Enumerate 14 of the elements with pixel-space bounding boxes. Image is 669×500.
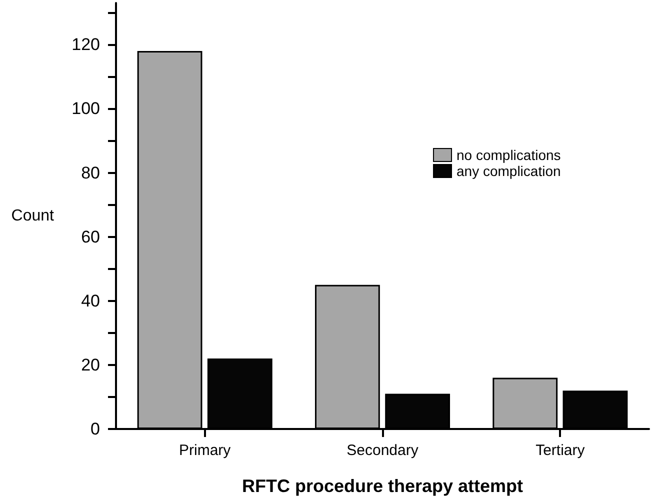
legend-label: no complications <box>456 147 561 163</box>
y-axis-title: Count <box>11 208 55 224</box>
y-tick-label: 40 <box>81 291 100 310</box>
y-tick-label: 60 <box>81 227 100 246</box>
y-tick-label: 120 <box>72 35 100 54</box>
y-tick-label: 80 <box>81 163 100 182</box>
y-tick-label: 0 <box>90 420 100 438</box>
y-tick-label: 100 <box>72 99 100 118</box>
x-axis-title: RFTC procedure therapy attempt <box>242 476 524 496</box>
x-tick-label: Secondary <box>346 442 419 459</box>
x-tick-label: Primary <box>178 442 232 459</box>
x-tick-label: Tertiary <box>536 442 586 459</box>
legend-label: any complication <box>456 163 561 179</box>
y-tick-label: 20 <box>81 355 100 374</box>
